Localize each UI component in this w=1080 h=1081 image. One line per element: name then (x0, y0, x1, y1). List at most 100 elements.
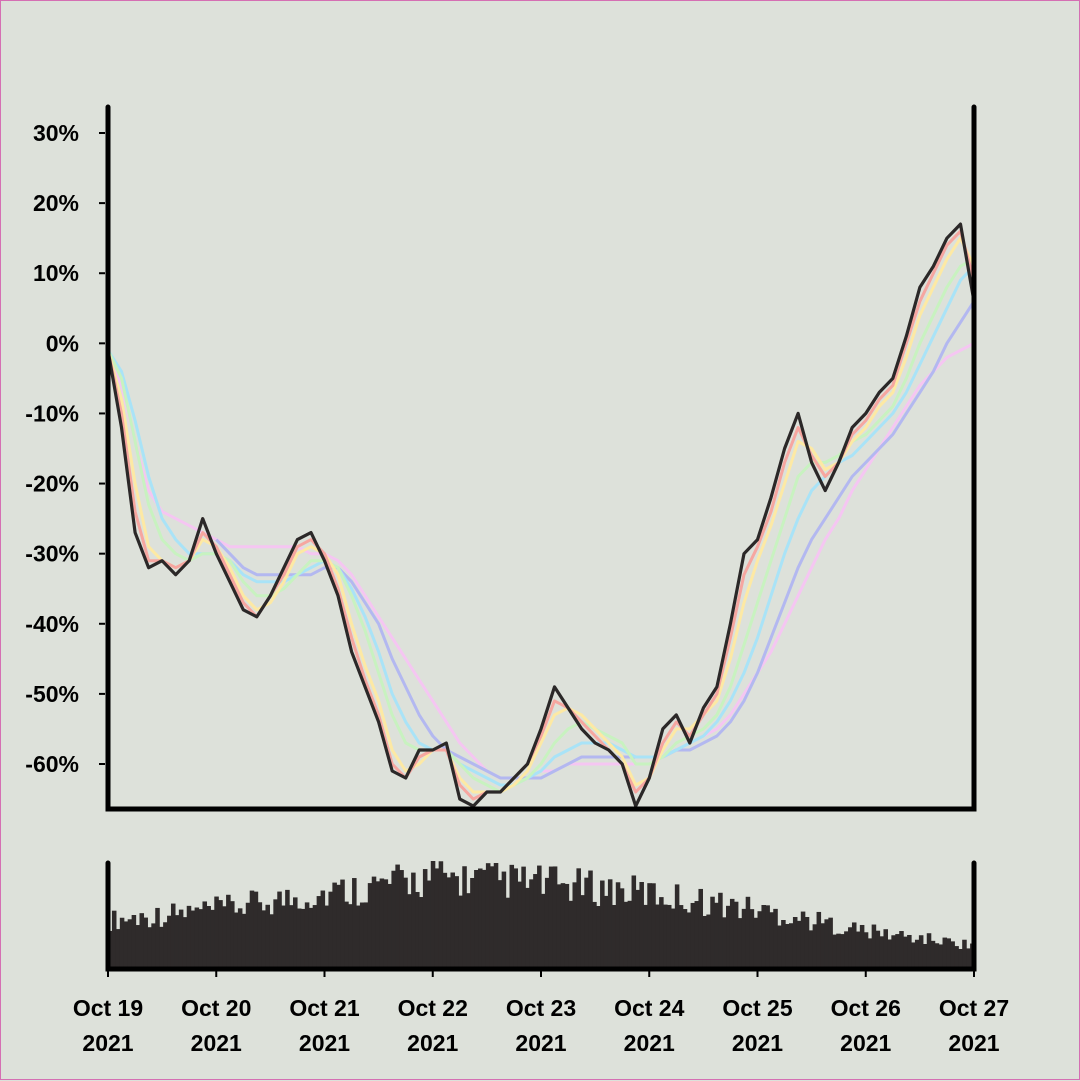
volume-bar (151, 923, 156, 969)
volume-bar (147, 927, 152, 969)
volume-bar (702, 915, 707, 969)
volume-bar (718, 892, 723, 969)
volume-bar (198, 909, 204, 969)
volume-bar (273, 899, 278, 969)
volume-bar (663, 904, 668, 969)
volume-bar (478, 868, 483, 969)
volume-bar (163, 922, 168, 969)
volume-bar (607, 879, 613, 969)
volume-bar (816, 911, 822, 969)
volume-bar (757, 911, 763, 969)
volume-bar (879, 936, 885, 969)
volume-bar (422, 869, 428, 969)
y-tick-label: 20% (33, 190, 79, 216)
moving-average-line-1 (108, 229, 974, 801)
volume-bar (808, 930, 814, 969)
volume-bar (206, 906, 211, 969)
volume-bar (836, 933, 841, 969)
volume-layer (108, 861, 974, 969)
volume-bar (296, 908, 302, 969)
volume-bar (226, 894, 231, 969)
volume-bar (383, 879, 389, 969)
volume-bar (552, 866, 558, 969)
y-tick-label: -60% (25, 751, 79, 777)
volume-bar (312, 905, 318, 969)
volume-bar (230, 901, 235, 969)
volume-bar (867, 938, 873, 969)
volume-bar (222, 906, 227, 969)
volume-bar (407, 894, 412, 969)
volume-bar (115, 929, 121, 969)
volume-bar (765, 905, 770, 969)
volume-bar (733, 901, 739, 969)
volume-bar (954, 946, 959, 969)
volume-bar (690, 902, 696, 969)
volume-bar (875, 930, 881, 969)
volume-bar (541, 893, 546, 969)
volume-bar (556, 884, 562, 969)
volume-bar (167, 915, 172, 969)
volume-bar (348, 904, 353, 969)
volume-bar (159, 926, 164, 969)
volume-bar (859, 924, 865, 969)
volume-bar (855, 931, 861, 969)
volume-bar (300, 908, 306, 969)
volume-bar (293, 897, 298, 969)
volume-bar (753, 917, 759, 969)
volume-bar (434, 868, 440, 969)
volume-bar (895, 934, 900, 969)
volume-bar (773, 908, 778, 969)
volume-bar (174, 915, 180, 969)
x-tick-label-year: 2021 (299, 1030, 350, 1056)
y-tick-label: -20% (25, 471, 79, 497)
x-tick-label-date: Oct 26 (831, 995, 901, 1021)
volume-axes-frame (105, 860, 977, 972)
moving-average-line-2 (108, 236, 974, 794)
volume-bar (509, 864, 515, 969)
volume-bar (698, 888, 703, 969)
volume-bar (485, 863, 491, 969)
volume-bar (615, 882, 621, 969)
x-tick-label-date: Oct 27 (939, 995, 1009, 1021)
volume-bar (670, 908, 676, 969)
volume-bar (828, 917, 833, 969)
volume-bar (804, 916, 810, 969)
volume-bar (911, 942, 916, 969)
volume-bar (111, 910, 117, 969)
x-tick-label-year: 2021 (624, 1030, 675, 1056)
axes-layer (105, 104, 977, 972)
volume-bar (666, 904, 672, 969)
volume-bar (741, 908, 747, 969)
volume-bar (710, 896, 715, 969)
volume-bar (682, 909, 688, 969)
volume-bar (340, 879, 345, 969)
volume-bar (548, 866, 554, 969)
volume-bar (442, 872, 448, 969)
volume-bar (391, 870, 396, 969)
volume-bar (355, 905, 361, 969)
volume-bar (694, 901, 700, 969)
volume-bar (261, 910, 267, 969)
volume-bar (446, 877, 452, 969)
volume-bar (194, 907, 200, 969)
volume-bar (458, 895, 463, 969)
volume-bar (729, 898, 735, 969)
x-tick-label-year: 2021 (948, 1030, 999, 1056)
volume-bar (966, 948, 971, 969)
volume-bar (265, 904, 270, 969)
volume-bar (651, 883, 656, 969)
volume-bar (647, 883, 652, 969)
volume-bar (588, 870, 593, 969)
volume-bar (119, 917, 125, 969)
volume-bar (812, 924, 818, 969)
volume-bar (922, 943, 928, 969)
moving-average-line-4 (108, 265, 974, 787)
volume-bar (395, 864, 400, 969)
volume-bar (289, 905, 294, 969)
volume-bar (202, 901, 208, 969)
volume-bar (214, 896, 219, 969)
x-tick-label-year: 2021 (191, 1030, 242, 1056)
volume-bar (462, 866, 467, 969)
volume-bar (560, 883, 566, 969)
volume-bar (529, 879, 534, 969)
